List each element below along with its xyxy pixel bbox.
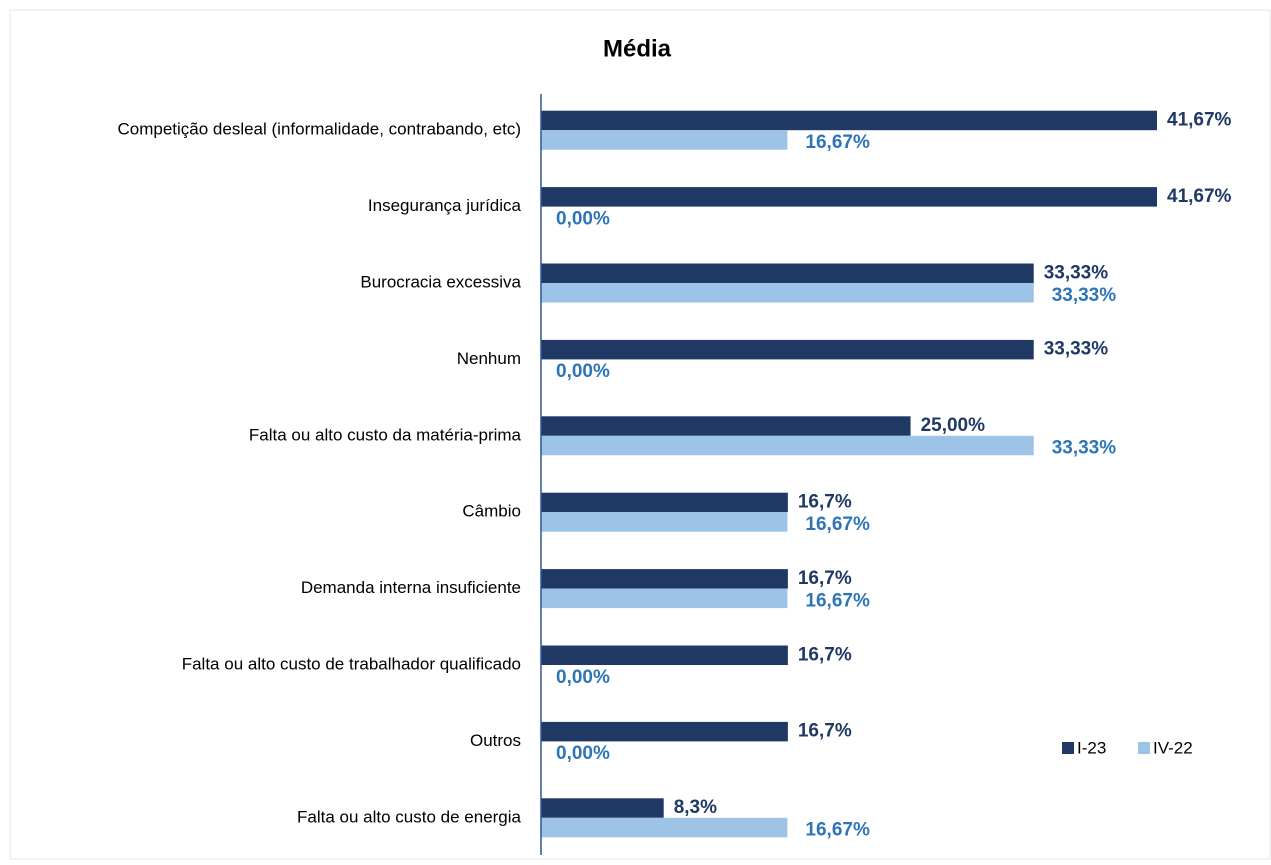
category-label: Insegurança jurídica bbox=[368, 196, 522, 215]
category-label: Demanda interna insuficiente bbox=[301, 578, 521, 597]
value-label: 33,33% bbox=[1052, 285, 1117, 306]
value-label: 16,7% bbox=[798, 644, 852, 665]
category-label: Competição desleal (informalidade, contr… bbox=[117, 120, 521, 139]
category-label: Outros bbox=[470, 731, 521, 750]
value-label: 16,67% bbox=[805, 514, 870, 535]
value-label: 0,00% bbox=[556, 743, 610, 764]
value-label: 33,33% bbox=[1044, 339, 1109, 360]
legend-label: I-23 bbox=[1077, 738, 1106, 757]
category-label: Câmbio bbox=[462, 502, 521, 521]
bar bbox=[541, 416, 911, 436]
value-label: 16,67% bbox=[805, 820, 870, 841]
bar bbox=[541, 283, 1034, 303]
bar bbox=[541, 721, 788, 742]
bar bbox=[541, 512, 788, 532]
value-label: 0,00% bbox=[556, 667, 610, 688]
legend-swatch bbox=[1062, 742, 1074, 754]
bar bbox=[541, 130, 788, 150]
bar bbox=[541, 569, 788, 589]
value-label: 16,7% bbox=[798, 721, 852, 742]
category-label: Falta ou alto custo da matéria-prima bbox=[249, 425, 522, 444]
bar bbox=[541, 798, 664, 818]
value-label: 16,67% bbox=[805, 132, 870, 153]
bar bbox=[541, 187, 1157, 207]
bar bbox=[541, 263, 1034, 283]
category-label: Burocracia excessiva bbox=[360, 272, 521, 291]
value-label: 33,33% bbox=[1052, 438, 1117, 459]
bar bbox=[541, 110, 1157, 131]
bar bbox=[541, 492, 788, 513]
category-label: Falta ou alto custo de energia bbox=[297, 807, 522, 826]
value-label: 0,00% bbox=[556, 361, 610, 382]
category-label: Falta ou alto custo de trabalhador quali… bbox=[182, 654, 521, 673]
bar bbox=[541, 817, 788, 838]
bar bbox=[541, 435, 1034, 456]
category-label: Nenhum bbox=[457, 349, 521, 368]
value-label: 16,7% bbox=[798, 568, 852, 589]
value-label: 16,67% bbox=[805, 590, 870, 611]
bar bbox=[541, 588, 788, 609]
bar bbox=[541, 339, 1034, 360]
value-label: 8,3% bbox=[674, 797, 717, 818]
legend-label: IV-22 bbox=[1153, 738, 1193, 757]
value-label: 0,00% bbox=[556, 208, 610, 229]
value-label: 16,7% bbox=[798, 491, 852, 512]
legend-swatch bbox=[1138, 742, 1150, 754]
value-label: 33,33% bbox=[1044, 262, 1109, 283]
chart-title: Média bbox=[603, 35, 672, 62]
value-label: 41,67% bbox=[1167, 109, 1232, 130]
bar bbox=[541, 645, 788, 665]
value-label: 41,67% bbox=[1167, 186, 1232, 207]
value-label: 25,00% bbox=[921, 415, 986, 436]
